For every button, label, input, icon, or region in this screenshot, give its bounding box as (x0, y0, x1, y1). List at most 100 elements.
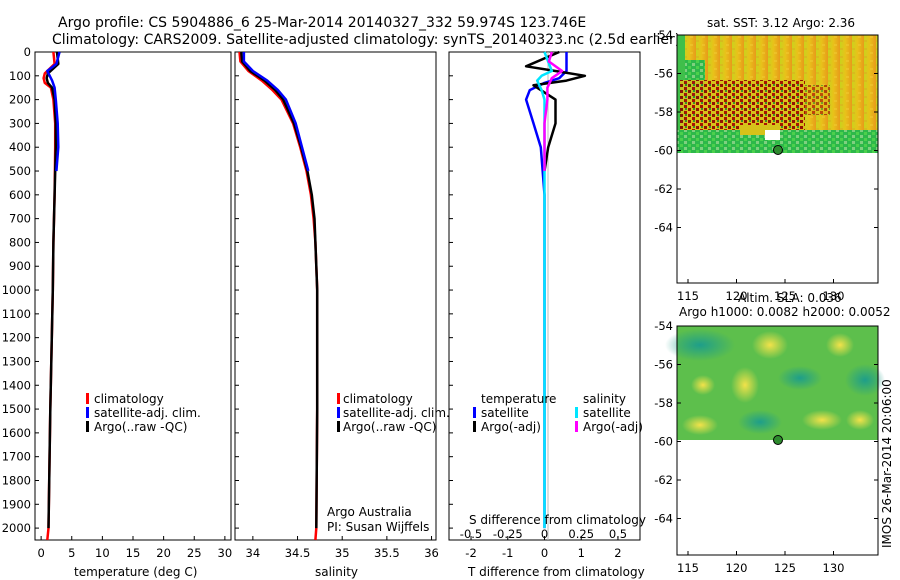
depth-tick-label: 600 (9, 188, 31, 202)
depth-tick-label: 1600 (2, 426, 31, 440)
s-diff-tick-label: 0.25 (568, 527, 594, 541)
legend-label-argo: Argo(..raw -QC) (343, 420, 436, 434)
legend-swatch-argo (337, 421, 340, 432)
depth-axis: 0 100 200 300 400 500 600 700 800 900 1000 1100 1200… (2, 45, 453, 535)
series-line-temperature-satellite (524, 52, 568, 529)
legend-label-climatology: climatology (94, 392, 164, 406)
sla-map (665, 326, 885, 440)
x-tick-label: 0 (37, 546, 44, 560)
difference-series (524, 50, 587, 529)
legend-swatch-temp-argo (473, 421, 476, 432)
x-tick-label: 25 (187, 546, 202, 560)
map-y-tick-label: -64 (654, 512, 673, 526)
depth-tick-label: 1300 (2, 354, 31, 368)
map-x-tick-label: 120 (726, 561, 748, 575)
argo-location-marker-sla (773, 435, 783, 445)
depth-tick-label: 2000 (2, 521, 31, 535)
salinity-plot-frame (234, 51, 437, 541)
map-x-tick-label: 120 (726, 289, 748, 303)
depth-tick-label: 300 (9, 116, 31, 130)
s-diff-tick-label: 0 (541, 527, 548, 541)
depth-tick-label: 1700 (2, 450, 31, 464)
s-diff-tick-label: 0.5 (609, 527, 627, 541)
title-line-2: Climatology: CARS2009. Satellite-adjuste… (52, 32, 680, 48)
x-tick-label: 35.5 (374, 546, 400, 560)
temperature-series (42, 51, 61, 541)
map-y-tick-label: -56 (654, 67, 673, 81)
x-tick-label: 10 (95, 546, 110, 560)
legend-label-temp-argo: Argo(-adj) (481, 420, 541, 434)
salinity-series (238, 51, 319, 541)
legend-label-temp-satellite: satellite (481, 406, 529, 420)
legend-swatch-argo (86, 421, 89, 432)
legend-swatch-satellite (86, 407, 89, 418)
x-tick-label: 30 (218, 546, 233, 560)
depth-tick-label: 1000 (2, 283, 31, 297)
temperature-plot-frame (34, 51, 232, 541)
sla-map-title-2: Argo h1000: 0.0082 h2000: 0.0052 (679, 305, 891, 319)
x-tick-label: -2 (465, 546, 476, 560)
map-y-tick-label: -56 (654, 358, 673, 372)
map-y-tick-label: -58 (654, 396, 673, 410)
depth-tick-label: 500 (9, 164, 31, 178)
map-y-tick-label: -60 (654, 435, 673, 449)
sst-map-frame (676, 34, 879, 284)
legend-swatch-sal-satellite (575, 407, 578, 418)
legend-label-sal-satellite: satellite (583, 406, 631, 420)
argo-location-marker (773, 145, 783, 155)
series-line-salinity-argo-adj- (543, 51, 564, 171)
legend-swatch-sal-argo (575, 421, 578, 432)
salinity-x-axis: 34 34.5 35 35.5 36 (246, 536, 439, 560)
map-y-tick-label: -62 (654, 182, 673, 196)
depth-tick-label: 700 (9, 212, 31, 226)
map-y-tick-label: -54 (654, 28, 673, 42)
depth-tick-label: 1500 (2, 402, 31, 416)
series-line-temperature-argo-adj- (524, 50, 587, 172)
temperature-xlabel: temperature (deg C) (74, 565, 197, 579)
legend-label-satellite: satellite-adj. clim. (343, 406, 450, 420)
sst-map-title: sat. SST: 3.12 Argo: 2.36 (707, 16, 855, 30)
legend-label-satellite: satellite-adj. clim. (94, 406, 201, 420)
x-tick-label: 5 (68, 546, 75, 560)
map-y-tick-label: -60 (654, 144, 673, 158)
series-line-argo-raw-qc- (242, 52, 310, 172)
title-line-1: Argo profile: CS 5904886_6 25-Mar-2014 2… (58, 15, 586, 31)
sla-map-frame (676, 325, 879, 556)
map-x-tick-label: 125 (774, 289, 796, 303)
difference-legend: temperature salinity satellite Argo(-adj… (473, 392, 643, 434)
credit-pi: PI: Susan Wijffels (327, 520, 429, 534)
x-tick-label: 36 (424, 546, 439, 560)
depth-tick-label: 100 (9, 69, 31, 83)
legend-swatch-satellite (337, 407, 340, 418)
x-tick-label: 20 (156, 546, 171, 560)
depth-tick-label: 1900 (2, 497, 31, 511)
map-axes: -54 -54 -56 -56 -58 -58 -60 -60 -62 -62 -64 -64 115 1… (654, 28, 878, 575)
s-diff-tick-label: -0.5 (460, 527, 482, 541)
difference-xlabel: T difference from climatology (467, 565, 645, 579)
credit-institution: Argo Australia (327, 505, 412, 519)
depth-tick-label: 400 (9, 140, 31, 154)
map-x-tick-label: 125 (774, 561, 796, 575)
s-diff-tick-label: -0.25 (493, 527, 523, 541)
x-tick-label: 34 (246, 546, 261, 560)
depth-tick-label: 1200 (2, 331, 31, 345)
legend-label-climatology: climatology (343, 392, 413, 406)
salinity-difference-axis: -0.5 -0.25 0 0.25 0.5 (460, 527, 627, 541)
x-tick-label: 34.5 (285, 546, 311, 560)
x-tick-label: 35 (335, 546, 350, 560)
legend-swatch-temp-satellite (473, 407, 476, 418)
legend-swatch-climatology (86, 393, 89, 404)
sla-map-title-1: Altim. SLA: 0.036 (738, 291, 842, 305)
series-line-salinity-satellite (535, 51, 554, 529)
map-y-tick-label: -54 (654, 319, 673, 333)
map-y-tick-label: -62 (654, 473, 673, 487)
difference-x-axis: -2 -1 0 1 2 (465, 536, 622, 560)
depth-tick-label: 1400 (2, 378, 31, 392)
map-x-tick-label: 115 (677, 289, 699, 303)
x-tick-label: -1 (502, 546, 513, 560)
legend-title-temperature: temperature (481, 392, 556, 406)
x-tick-label: 1 (578, 546, 585, 560)
legend-label-sal-argo: Argo(-adj) (583, 420, 643, 434)
temperature-legend: climatology satellite-adj. clim. Argo(..… (86, 392, 201, 434)
